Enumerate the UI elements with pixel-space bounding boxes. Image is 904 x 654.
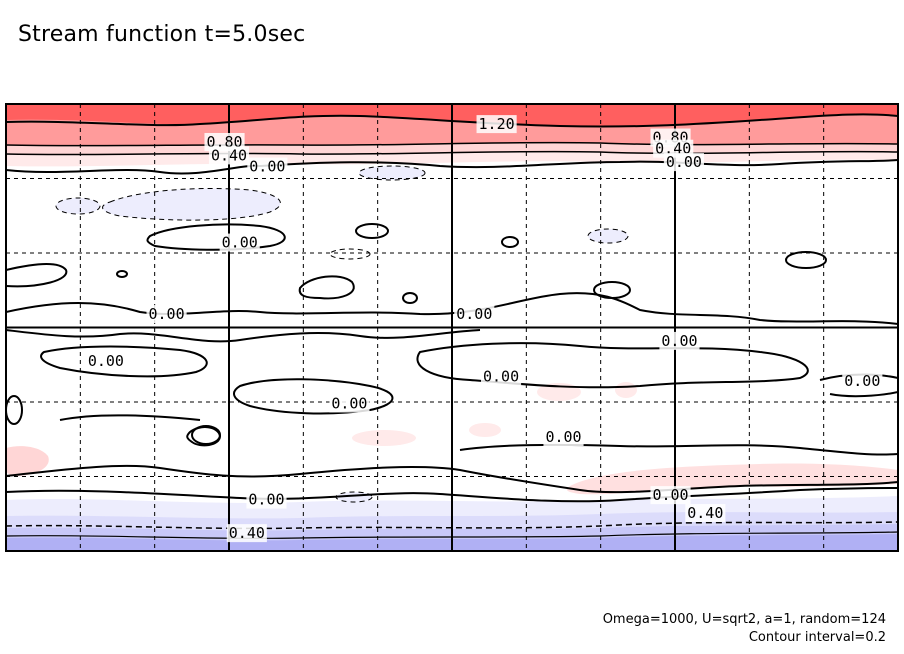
contour-label-background (659, 331, 700, 350)
contour-label: 0.00 (249, 158, 285, 176)
contour-label-background (650, 486, 691, 505)
contour-label-background (219, 233, 260, 252)
contour-zero-ring-6 (402, 292, 418, 304)
contour-label-background (663, 153, 704, 172)
patch-pos-right (566, 463, 898, 495)
plot-frame (5, 103, 899, 552)
contour-label: 0.00 (652, 486, 688, 504)
contour-label: 0.00 (222, 234, 258, 252)
contour-label: 0.00 (483, 368, 519, 386)
grid-lines (6, 104, 898, 551)
contour-labels: 1.200.800.400.800.400.00 0.000.000.00 0.00… (85, 115, 883, 543)
contour-label-background (480, 367, 522, 386)
contour-zero-ring-1 (355, 223, 389, 239)
contour-zero-3 (298, 275, 355, 300)
patch-pos-2 (352, 430, 416, 446)
contour-zero-ring-8 (6, 395, 23, 425)
contour-label: 1.20 (479, 115, 515, 133)
contour-interval-note: Contour interval=0.2 (748, 630, 886, 645)
contour-label-background (329, 394, 370, 413)
contour-zero-bottom (6, 487, 898, 503)
contour-label-background (454, 305, 495, 324)
contour-label: 0.40 (229, 524, 265, 542)
parameters-note: Omega=1000, U=sqrt2, a=1, random=124 (602, 612, 886, 627)
contour-zero-5 (6, 329, 481, 343)
contour-label: 0.00 (661, 332, 697, 350)
contour-label-background (146, 305, 187, 324)
contour-zero-ring-5 (785, 251, 827, 269)
contour-label: 0.00 (248, 491, 284, 509)
contour-zero-ring-2 (501, 236, 519, 248)
contour-label-background (208, 146, 250, 165)
contour-label: 0.00 (456, 305, 492, 323)
contour-label: 0.00 (88, 352, 124, 370)
contour-zero-8 (233, 378, 394, 415)
contour-zero-ring-3 (191, 425, 221, 445)
contour-label-background (246, 490, 287, 509)
contour-zero-1 (6, 263, 68, 288)
contour-zero-ring-7 (116, 270, 128, 278)
contour-label-background (226, 524, 267, 543)
negative-contours (55, 165, 629, 503)
contour-label-background (247, 157, 288, 176)
contour-label: 0.00 (666, 153, 702, 171)
contour-zero-9 (59, 414, 222, 447)
contour-label-background (85, 352, 126, 371)
contour-zero-6 (40, 345, 208, 378)
contour-label: 0.00 (844, 372, 880, 390)
chart-title: Stream function t=5.0sec (18, 22, 306, 47)
contour-label: 0.40 (687, 504, 723, 522)
patch-neg-2 (588, 229, 628, 243)
patch-pos-3 (469, 423, 501, 437)
patch-pos-left (6, 446, 49, 476)
contour-zero-top (6, 159, 898, 175)
contour-label-background (685, 504, 726, 523)
contour-zero-ring-4 (593, 281, 631, 299)
patch-neg-3 (56, 198, 100, 214)
patch-neg-1 (359, 166, 425, 180)
contour-label-background (476, 115, 517, 134)
contour-label: 0.00 (148, 305, 184, 323)
contour-zero-12 (6, 464, 898, 494)
patch-neg-top (102, 188, 281, 221)
contour-label: 0.40 (211, 146, 247, 164)
contour-neg-mid (6, 531, 898, 540)
contour-label: 0.00 (331, 394, 367, 412)
patch-pos-4 (615, 382, 637, 398)
contour-label-background (842, 372, 883, 391)
contour-label: 0.00 (545, 428, 581, 446)
contour-zero-2 (146, 223, 286, 251)
contour-zero-10 (459, 443, 898, 456)
contour-label-background (543, 428, 584, 447)
